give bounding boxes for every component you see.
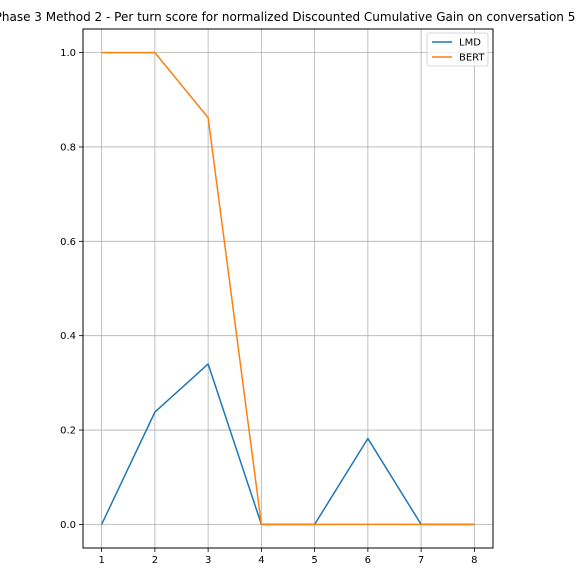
- y-axis-ticks: 0.0 0.2 0.4 0.6 0.8 1.0: [60, 48, 83, 531]
- y-tick-label: 1.0: [60, 48, 76, 59]
- legend-label: LMD: [459, 38, 481, 49]
- series-line-lmd: [100, 363, 475, 526]
- x-tick-label: 1: [98, 555, 104, 566]
- series-lines: [100, 51, 475, 526]
- y-tick-label: 0.0: [60, 520, 76, 531]
- legend: LMD BERT: [426, 32, 489, 67]
- x-tick-label: 4: [258, 555, 264, 566]
- y-tick-label: 0.4: [60, 331, 76, 342]
- grid: [83, 29, 493, 548]
- y-tick-label: 0.2: [60, 426, 76, 437]
- y-tick-label: 0.8: [60, 142, 76, 153]
- series-line-bert: [101, 51, 475, 526]
- x-tick-label: 3: [205, 555, 211, 566]
- legend-label: BERT: [459, 53, 485, 64]
- x-axis-ticks: 1 2 3 4 5 6 7 8: [98, 548, 478, 566]
- x-tick-label: 2: [152, 555, 158, 566]
- chart-title: Phase 3 Method 2 - Per turn score for no…: [0, 10, 575, 24]
- y-tick-label: 0.6: [60, 237, 76, 248]
- plot-area-frame: [82, 28, 494, 549]
- x-tick-label: 5: [311, 555, 317, 566]
- x-tick-label: 8: [471, 555, 477, 566]
- x-tick-label: 7: [418, 555, 424, 566]
- x-tick-label: 6: [365, 555, 371, 566]
